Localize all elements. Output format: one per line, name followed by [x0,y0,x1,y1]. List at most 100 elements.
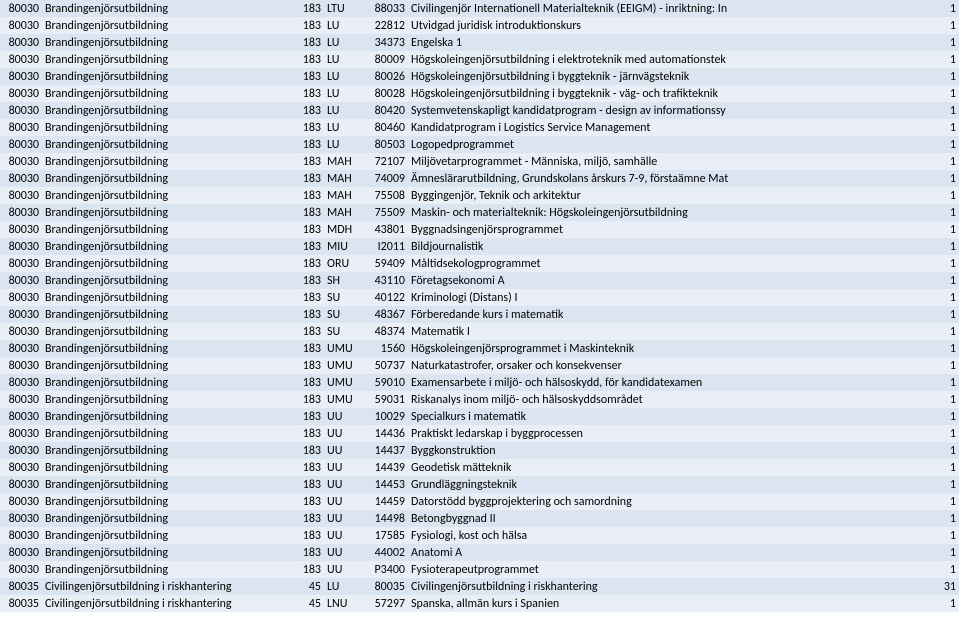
cell-col-5: Miljövetarprogrammet - Människa, miljö, … [408,153,930,170]
cell-col-1: Brandingenjörsutbildning [42,442,288,459]
cell-col-0: 80030 [0,187,42,204]
cell-col-5: Förberedande kurs i matematik [408,306,930,323]
cell-col-0: 80030 [0,357,42,374]
cell-col-4: 10029 [360,408,408,425]
cell-col-0: 80035 [0,595,42,612]
cell-col-1: Brandingenjörsutbildning [42,204,288,221]
table-row: 80035Civilingenjörsutbildning i riskhant… [0,578,959,595]
table-row: 80030Brandingenjörsutbildning183SU48374M… [0,323,959,340]
cell-col-5: Måltidsekologprogrammet [408,255,930,272]
cell-col-5: Fysiologi, kost och hälsa [408,527,930,544]
table-row: 80030Brandingenjörsutbildning183LU80420S… [0,102,959,119]
cell-col-3: SU [324,289,360,306]
cell-col-6: 1 [930,170,959,187]
table-row: 80030Brandingenjörsutbildning183LU34373E… [0,34,959,51]
cell-col-6: 1 [930,0,959,17]
cell-col-0: 80030 [0,238,42,255]
cell-col-2: 183 [288,510,324,527]
cell-col-0: 80030 [0,17,42,34]
cell-col-3: UU [324,510,360,527]
cell-col-2: 183 [288,170,324,187]
cell-col-5: Byggingenjör, Teknik och arkitektur [408,187,930,204]
cell-col-0: 80030 [0,289,42,306]
cell-col-5: Företagsekonomi A [408,272,930,289]
cell-col-0: 80030 [0,527,42,544]
cell-col-1: Brandingenjörsutbildning [42,289,288,306]
cell-col-4: 59031 [360,391,408,408]
cell-col-3: SU [324,323,360,340]
cell-col-6: 1 [930,306,959,323]
cell-col-1: Brandingenjörsutbildning [42,357,288,374]
cell-col-4: 80420 [360,102,408,119]
cell-col-0: 80030 [0,561,42,578]
cell-col-6: 1 [930,238,959,255]
cell-col-6: 1 [930,323,959,340]
cell-col-5: Naturkatastrofer, orsaker och konsekvens… [408,357,930,374]
cell-col-1: Brandingenjörsutbildning [42,374,288,391]
cell-col-1: Brandingenjörsutbildning [42,272,288,289]
cell-col-6: 1 [930,357,959,374]
cell-col-2: 183 [288,561,324,578]
table-row: 80030Brandingenjörsutbildning183LTU88033… [0,0,959,17]
cell-col-4: 48374 [360,323,408,340]
cell-col-0: 80030 [0,323,42,340]
cell-col-3: UMU [324,374,360,391]
table-row: 80030Brandingenjörsutbildning183SU40122K… [0,289,959,306]
cell-col-2: 183 [288,459,324,476]
cell-col-3: UU [324,442,360,459]
cell-col-5: Spanska, allmän kurs i Spanien [408,595,930,612]
cell-col-3: SH [324,272,360,289]
cell-col-4: 43110 [360,272,408,289]
cell-col-6: 1 [930,68,959,85]
cell-col-4: 34373 [360,34,408,51]
cell-col-3: UMU [324,340,360,357]
cell-col-6: 1 [930,544,959,561]
cell-col-3: LU [324,119,360,136]
cell-col-4: 72107 [360,153,408,170]
cell-col-6: 1 [930,187,959,204]
cell-col-3: LU [324,136,360,153]
cell-col-2: 183 [288,289,324,306]
cell-col-3: LTU [324,0,360,17]
cell-col-5: Bildjournalistik [408,238,930,255]
cell-col-0: 80030 [0,510,42,527]
table-row: 80030Brandingenjörsutbildning183UMU59010… [0,374,959,391]
cell-col-0: 80030 [0,119,42,136]
cell-col-6: 31 [930,578,959,595]
cell-col-6: 1 [930,561,959,578]
table-row: 80030Brandingenjörsutbildning183MAH72107… [0,153,959,170]
cell-col-0: 80030 [0,153,42,170]
cell-col-3: MIU [324,238,360,255]
table-row: 80030Brandingenjörsutbildning183UU44002A… [0,544,959,561]
cell-col-1: Brandingenjörsutbildning [42,187,288,204]
cell-col-3: MAH [324,170,360,187]
cell-col-4: I2011 [360,238,408,255]
cell-col-5: Utvidgad juridisk introduktionskurs [408,17,930,34]
cell-col-1: Brandingenjörsutbildning [42,85,288,102]
cell-col-4: 80035 [360,578,408,595]
cell-col-4: 22812 [360,17,408,34]
cell-col-4: 17585 [360,527,408,544]
cell-col-2: 183 [288,119,324,136]
cell-col-1: Brandingenjörsutbildning [42,68,288,85]
cell-col-4: 80009 [360,51,408,68]
cell-col-2: 183 [288,102,324,119]
cell-col-5: Datorstödd byggprojektering och samordni… [408,493,930,510]
cell-col-4: 44002 [360,544,408,561]
cell-col-5: Engelska 1 [408,34,930,51]
table-row: 80030Brandingenjörsutbildning183UUP3400F… [0,561,959,578]
cell-col-5: Byggnadsingenjörsprogrammet [408,221,930,238]
cell-col-5: Fysioterapeutprogrammet [408,561,930,578]
cell-col-1: Brandingenjörsutbildning [42,408,288,425]
cell-col-5: Matematik I [408,323,930,340]
cell-col-0: 80030 [0,493,42,510]
cell-col-5: Betongbyggnad II [408,510,930,527]
cell-col-2: 183 [288,357,324,374]
table-row: 80030Brandingenjörsutbildning183UU14439G… [0,459,959,476]
table-row: 80030Brandingenjörsutbildning183MAH74009… [0,170,959,187]
cell-col-0: 80030 [0,136,42,153]
cell-col-4: 57297 [360,595,408,612]
cell-col-2: 183 [288,136,324,153]
cell-col-5: Kandidatprogram i Logistics Service Mana… [408,119,930,136]
cell-col-3: LU [324,68,360,85]
